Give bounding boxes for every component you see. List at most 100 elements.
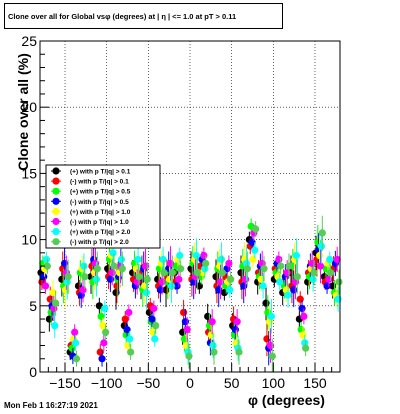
data-point bbox=[252, 225, 260, 233]
legend-marker bbox=[52, 177, 60, 185]
data-point bbox=[262, 299, 270, 307]
data-point bbox=[268, 352, 276, 360]
x-tick-label: 50 bbox=[224, 375, 240, 391]
data-point bbox=[323, 282, 331, 290]
data-point bbox=[97, 312, 105, 320]
data-point bbox=[181, 318, 189, 326]
data-point bbox=[225, 259, 233, 268]
data-point bbox=[100, 339, 108, 347]
data-point bbox=[99, 322, 107, 330]
data-point bbox=[201, 265, 209, 273]
data-point bbox=[72, 355, 81, 363]
data-point bbox=[160, 269, 168, 277]
data-point bbox=[109, 249, 117, 257]
legend-label: (+) with p T/|q| > 0.5 bbox=[70, 189, 131, 196]
legend-label: (+) with p T/|q| > 1.0 bbox=[70, 209, 131, 216]
data-point bbox=[240, 282, 248, 290]
data-point bbox=[260, 265, 268, 273]
data-point bbox=[41, 282, 50, 290]
data-point bbox=[96, 348, 104, 356]
data-point bbox=[284, 291, 292, 299]
data-point bbox=[151, 335, 159, 343]
legend-marker bbox=[52, 187, 60, 195]
data-point bbox=[298, 304, 306, 313]
data-point bbox=[241, 275, 250, 283]
data-point bbox=[183, 326, 191, 334]
x-tick-label: −100 bbox=[91, 375, 123, 391]
data-point bbox=[43, 262, 51, 270]
legend-marker bbox=[52, 197, 60, 205]
data-point bbox=[80, 262, 88, 270]
data-point bbox=[98, 355, 106, 363]
data-point bbox=[215, 286, 223, 294]
data-point bbox=[226, 286, 234, 294]
data-point bbox=[159, 255, 167, 264]
data-point bbox=[175, 275, 183, 283]
y-axis-label: Clone over all (%) bbox=[15, 53, 31, 171]
data-point bbox=[251, 246, 259, 254]
legend-label: (-) with p T/|q| > 0.5 bbox=[70, 199, 129, 206]
data-point bbox=[296, 295, 304, 303]
data-point bbox=[218, 269, 226, 277]
data-point bbox=[299, 331, 307, 339]
x-axis-label: φ (degrees) bbox=[248, 392, 325, 408]
data-point bbox=[259, 282, 267, 290]
data-point bbox=[118, 265, 126, 273]
data-point bbox=[293, 273, 301, 281]
x-tick-label: 150 bbox=[303, 375, 327, 391]
data-point bbox=[52, 299, 60, 307]
data-point bbox=[42, 255, 51, 264]
data-point bbox=[266, 341, 275, 350]
timestamp: Mon Feb 1 16:27:19 2021 bbox=[4, 401, 98, 410]
data-point bbox=[123, 326, 131, 334]
data-point bbox=[127, 348, 135, 356]
data-point bbox=[156, 286, 164, 294]
legend-label: (-) with p T/|q| > 0.1 bbox=[70, 179, 129, 186]
data-point bbox=[302, 344, 310, 352]
legend-marker bbox=[52, 228, 60, 236]
y-tick-label: 0 bbox=[29, 364, 37, 380]
y-tick-label: 5 bbox=[29, 298, 37, 314]
chart-title: Clone over all for Global vsφ (degrees) … bbox=[4, 3, 283, 29]
data-point bbox=[243, 265, 251, 273]
data-point bbox=[152, 322, 160, 330]
legend-label: (-) with p T/|q| > 1.0 bbox=[70, 219, 129, 226]
data-point bbox=[63, 278, 71, 286]
data-point bbox=[308, 259, 316, 268]
data-point bbox=[249, 255, 257, 264]
data-point bbox=[125, 308, 133, 317]
data-point bbox=[106, 275, 114, 283]
data-point bbox=[49, 288, 57, 297]
legend-label: (-) with p T/|q| > 2.0 bbox=[70, 239, 129, 246]
data-point bbox=[79, 286, 87, 294]
data-point bbox=[166, 259, 175, 268]
data-point bbox=[126, 335, 134, 343]
data-point bbox=[217, 255, 226, 264]
data-point bbox=[92, 275, 101, 283]
legend-marker bbox=[52, 238, 60, 246]
data-point bbox=[179, 308, 188, 317]
data-point bbox=[93, 265, 101, 273]
data-point bbox=[135, 273, 143, 281]
data-point bbox=[316, 262, 325, 270]
data-point bbox=[210, 348, 218, 356]
data-point bbox=[108, 269, 116, 277]
data-point bbox=[317, 242, 326, 250]
data-point bbox=[316, 251, 324, 260]
data-point bbox=[101, 304, 109, 313]
data-point bbox=[267, 312, 276, 320]
data-point bbox=[231, 326, 239, 334]
data-point bbox=[333, 255, 341, 264]
data-point bbox=[177, 265, 185, 273]
data-point bbox=[227, 275, 235, 283]
y-tick-label: 15 bbox=[21, 165, 37, 181]
data-point bbox=[192, 251, 201, 260]
data-point bbox=[168, 269, 176, 277]
data-point bbox=[143, 275, 151, 283]
data-point bbox=[51, 322, 59, 330]
x-tick-label: 0 bbox=[186, 375, 194, 391]
data-point bbox=[209, 341, 217, 350]
data-point bbox=[326, 255, 334, 264]
data-points bbox=[37, 215, 343, 372]
